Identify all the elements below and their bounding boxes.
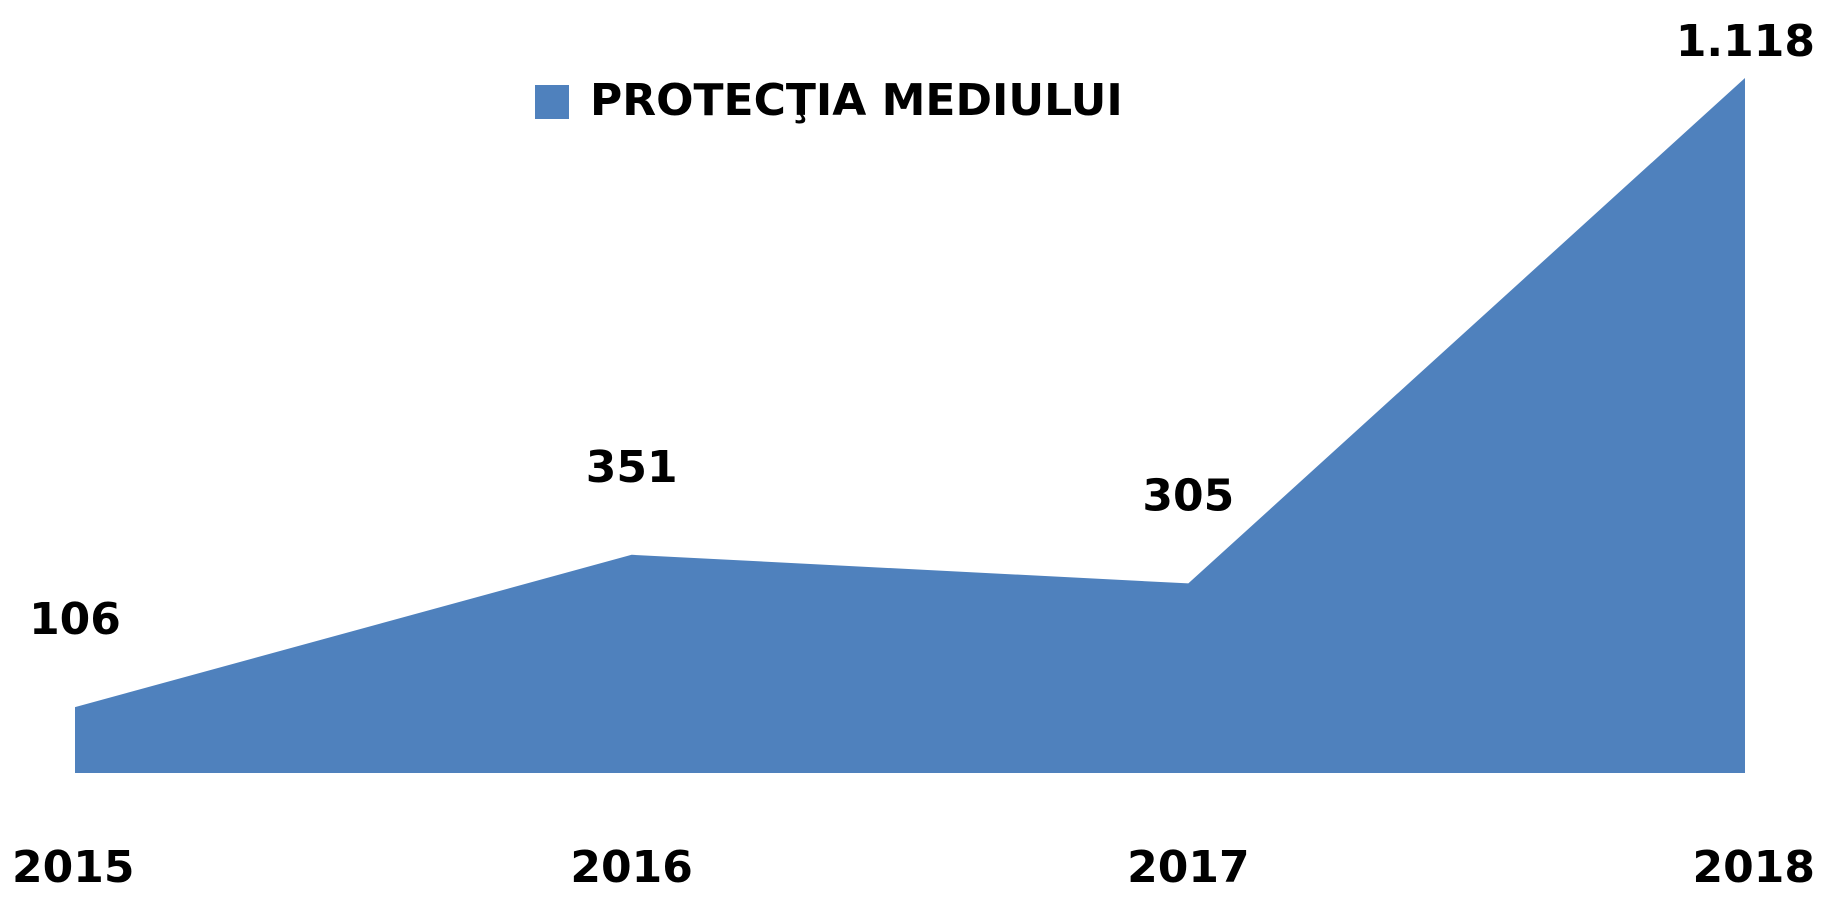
- legend-swatch: [535, 85, 569, 119]
- data-label: 1.118: [1676, 16, 1815, 67]
- data-label: 106: [29, 594, 121, 645]
- x-tick-label: 2017: [1127, 842, 1249, 893]
- x-tick-label: 2016: [570, 842, 692, 893]
- data-label: 351: [586, 442, 678, 493]
- x-tick-label: 2015: [12, 842, 134, 893]
- x-tick-label: 2018: [1693, 842, 1815, 893]
- data-label: 305: [1142, 470, 1234, 521]
- area: [75, 78, 1745, 773]
- legend-label: PROTECŢIA MEDIULUI: [590, 75, 1123, 126]
